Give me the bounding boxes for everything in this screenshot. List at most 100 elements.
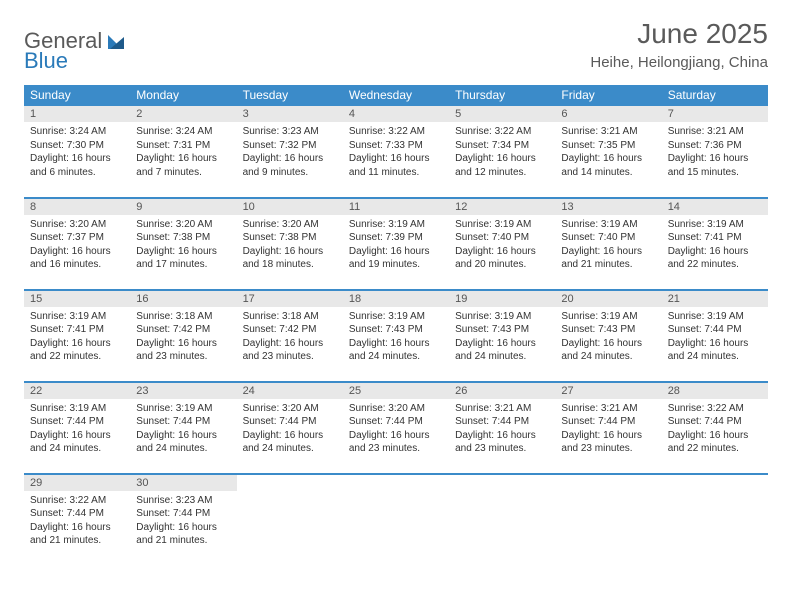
calendar-cell: 5Sunrise: 3:22 AMSunset: 7:34 PMDaylight…: [449, 106, 555, 198]
calendar-cell: 3Sunrise: 3:23 AMSunset: 7:32 PMDaylight…: [237, 106, 343, 198]
weekday-header-row: SundayMondayTuesdayWednesdayThursdayFrid…: [24, 85, 768, 106]
day-number: 27: [555, 383, 661, 399]
calendar-cell: 10Sunrise: 3:20 AMSunset: 7:38 PMDayligh…: [237, 198, 343, 290]
day-number: 19: [449, 291, 555, 307]
day-body: Sunrise: 3:19 AMSunset: 7:40 PMDaylight:…: [555, 215, 661, 275]
calendar-cell: 16Sunrise: 3:18 AMSunset: 7:42 PMDayligh…: [130, 290, 236, 382]
calendar-body: 1Sunrise: 3:24 AMSunset: 7:30 PMDaylight…: [24, 106, 768, 566]
calendar-cell: [343, 474, 449, 566]
day-number: 6: [555, 106, 661, 122]
day-body: Sunrise: 3:21 AMSunset: 7:35 PMDaylight:…: [555, 122, 661, 182]
calendar-cell: 6Sunrise: 3:21 AMSunset: 7:35 PMDaylight…: [555, 106, 661, 198]
calendar-cell: 24Sunrise: 3:20 AMSunset: 7:44 PMDayligh…: [237, 382, 343, 474]
calendar-cell: 1Sunrise: 3:24 AMSunset: 7:30 PMDaylight…: [24, 106, 130, 198]
day-body: Sunrise: 3:21 AMSunset: 7:44 PMDaylight:…: [449, 399, 555, 459]
day-number: 28: [662, 383, 768, 399]
day-number: 18: [343, 291, 449, 307]
calendar-cell: 30Sunrise: 3:23 AMSunset: 7:44 PMDayligh…: [130, 474, 236, 566]
calendar-table: SundayMondayTuesdayWednesdayThursdayFrid…: [24, 85, 768, 566]
calendar-cell: 20Sunrise: 3:19 AMSunset: 7:43 PMDayligh…: [555, 290, 661, 382]
weekday-header: Tuesday: [237, 85, 343, 106]
day-body: Sunrise: 3:19 AMSunset: 7:41 PMDaylight:…: [24, 307, 130, 367]
weekday-header: Wednesday: [343, 85, 449, 106]
day-body: Sunrise: 3:24 AMSunset: 7:30 PMDaylight:…: [24, 122, 130, 182]
day-body: Sunrise: 3:19 AMSunset: 7:43 PMDaylight:…: [449, 307, 555, 367]
calendar-cell: 15Sunrise: 3:19 AMSunset: 7:41 PMDayligh…: [24, 290, 130, 382]
day-number: 1: [24, 106, 130, 122]
day-body: Sunrise: 3:19 AMSunset: 7:40 PMDaylight:…: [449, 215, 555, 275]
day-number: 17: [237, 291, 343, 307]
day-number: 29: [24, 475, 130, 491]
weekday-header: Sunday: [24, 85, 130, 106]
day-number: 25: [343, 383, 449, 399]
weekday-header: Thursday: [449, 85, 555, 106]
day-body: Sunrise: 3:19 AMSunset: 7:43 PMDaylight:…: [343, 307, 449, 367]
day-number: 7: [662, 106, 768, 122]
day-body: Sunrise: 3:20 AMSunset: 7:44 PMDaylight:…: [343, 399, 449, 459]
day-number: 5: [449, 106, 555, 122]
calendar-cell: 25Sunrise: 3:20 AMSunset: 7:44 PMDayligh…: [343, 382, 449, 474]
calendar-cell: 11Sunrise: 3:19 AMSunset: 7:39 PMDayligh…: [343, 198, 449, 290]
day-body: Sunrise: 3:20 AMSunset: 7:44 PMDaylight:…: [237, 399, 343, 459]
day-number: 14: [662, 199, 768, 215]
calendar-cell: 14Sunrise: 3:19 AMSunset: 7:41 PMDayligh…: [662, 198, 768, 290]
calendar-cell: [555, 474, 661, 566]
day-number: 24: [237, 383, 343, 399]
day-body: Sunrise: 3:20 AMSunset: 7:37 PMDaylight:…: [24, 215, 130, 275]
day-body: Sunrise: 3:22 AMSunset: 7:33 PMDaylight:…: [343, 122, 449, 182]
day-number: 3: [237, 106, 343, 122]
day-number: 26: [449, 383, 555, 399]
calendar-row: 22Sunrise: 3:19 AMSunset: 7:44 PMDayligh…: [24, 382, 768, 474]
day-number: 21: [662, 291, 768, 307]
calendar-row: 8Sunrise: 3:20 AMSunset: 7:37 PMDaylight…: [24, 198, 768, 290]
day-number: 23: [130, 383, 236, 399]
day-number: 15: [24, 291, 130, 307]
day-body: Sunrise: 3:21 AMSunset: 7:44 PMDaylight:…: [555, 399, 661, 459]
title-block: June 2025 Heihe, Heilongjiang, China: [590, 18, 768, 71]
calendar-cell: 27Sunrise: 3:21 AMSunset: 7:44 PMDayligh…: [555, 382, 661, 474]
day-body: Sunrise: 3:19 AMSunset: 7:44 PMDaylight:…: [662, 307, 768, 367]
calendar-cell: 21Sunrise: 3:19 AMSunset: 7:44 PMDayligh…: [662, 290, 768, 382]
location: Heihe, Heilongjiang, China: [590, 54, 768, 71]
day-number: 22: [24, 383, 130, 399]
day-number: 2: [130, 106, 236, 122]
day-number: 9: [130, 199, 236, 215]
day-number: 10: [237, 199, 343, 215]
day-number: 8: [24, 199, 130, 215]
day-number: 4: [343, 106, 449, 122]
calendar-cell: 28Sunrise: 3:22 AMSunset: 7:44 PMDayligh…: [662, 382, 768, 474]
calendar-cell: [237, 474, 343, 566]
calendar-row: 29Sunrise: 3:22 AMSunset: 7:44 PMDayligh…: [24, 474, 768, 566]
day-body: Sunrise: 3:19 AMSunset: 7:44 PMDaylight:…: [24, 399, 130, 459]
calendar-cell: 9Sunrise: 3:20 AMSunset: 7:38 PMDaylight…: [130, 198, 236, 290]
calendar-cell: 8Sunrise: 3:20 AMSunset: 7:37 PMDaylight…: [24, 198, 130, 290]
day-number: 30: [130, 475, 236, 491]
day-body: Sunrise: 3:24 AMSunset: 7:31 PMDaylight:…: [130, 122, 236, 182]
calendar-cell: [449, 474, 555, 566]
calendar-cell: 29Sunrise: 3:22 AMSunset: 7:44 PMDayligh…: [24, 474, 130, 566]
day-number: 16: [130, 291, 236, 307]
calendar-cell: [662, 474, 768, 566]
day-body: Sunrise: 3:18 AMSunset: 7:42 PMDaylight:…: [130, 307, 236, 367]
day-body: Sunrise: 3:20 AMSunset: 7:38 PMDaylight:…: [237, 215, 343, 275]
day-body: Sunrise: 3:20 AMSunset: 7:38 PMDaylight:…: [130, 215, 236, 275]
calendar-row: 1Sunrise: 3:24 AMSunset: 7:30 PMDaylight…: [24, 106, 768, 198]
weekday-header: Friday: [555, 85, 661, 106]
day-number: 11: [343, 199, 449, 215]
day-number: 20: [555, 291, 661, 307]
calendar-cell: 13Sunrise: 3:19 AMSunset: 7:40 PMDayligh…: [555, 198, 661, 290]
calendar-cell: 18Sunrise: 3:19 AMSunset: 7:43 PMDayligh…: [343, 290, 449, 382]
day-body: Sunrise: 3:22 AMSunset: 7:44 PMDaylight:…: [24, 491, 130, 551]
logo-word2: Blue: [24, 48, 68, 74]
day-body: Sunrise: 3:19 AMSunset: 7:39 PMDaylight:…: [343, 215, 449, 275]
calendar-cell: 19Sunrise: 3:19 AMSunset: 7:43 PMDayligh…: [449, 290, 555, 382]
day-number: 13: [555, 199, 661, 215]
sail-icon: [106, 31, 126, 51]
day-body: Sunrise: 3:19 AMSunset: 7:44 PMDaylight:…: [130, 399, 236, 459]
calendar-cell: 26Sunrise: 3:21 AMSunset: 7:44 PMDayligh…: [449, 382, 555, 474]
calendar-cell: 2Sunrise: 3:24 AMSunset: 7:31 PMDaylight…: [130, 106, 236, 198]
calendar-cell: 4Sunrise: 3:22 AMSunset: 7:33 PMDaylight…: [343, 106, 449, 198]
calendar-cell: 22Sunrise: 3:19 AMSunset: 7:44 PMDayligh…: [24, 382, 130, 474]
calendar-cell: 23Sunrise: 3:19 AMSunset: 7:44 PMDayligh…: [130, 382, 236, 474]
day-body: Sunrise: 3:23 AMSunset: 7:32 PMDaylight:…: [237, 122, 343, 182]
